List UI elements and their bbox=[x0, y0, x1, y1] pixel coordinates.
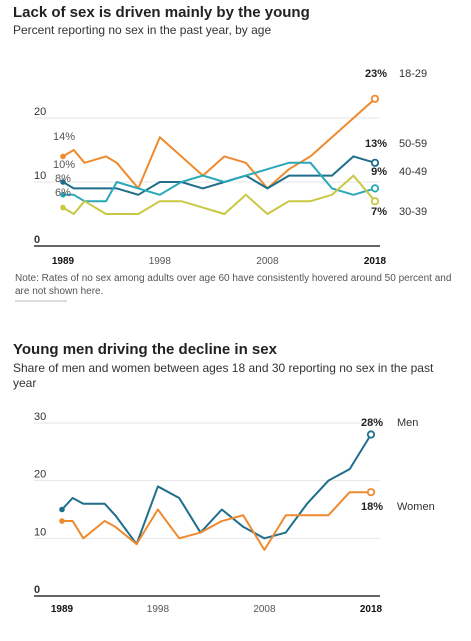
c1-legend-18-29: 18-29 bbox=[399, 68, 427, 80]
c2-ytick-10: 10 bbox=[34, 526, 46, 538]
c2-end-point-men bbox=[366, 430, 376, 439]
c1-xtick-2018: 2018 bbox=[364, 256, 387, 267]
c2-xtick-2008: 2008 bbox=[253, 604, 276, 615]
c1-ytick-10: 10 bbox=[34, 170, 46, 182]
chart2-plot: 0 10 20 30 1989 1998 2008 2018 28% Men 18% Women bbox=[34, 411, 435, 615]
c1-end-label-40-49: 9% bbox=[371, 166, 387, 178]
c1-end-point-18-29 bbox=[370, 94, 380, 103]
chart2-title: Young men driving the decline in sex bbox=[13, 341, 277, 358]
c2-xtick-1998: 1998 bbox=[147, 604, 170, 615]
c2-series-women bbox=[62, 491, 371, 551]
c2-end-point-women bbox=[366, 488, 376, 497]
c1-end-point-50-59 bbox=[370, 158, 380, 167]
c1-series-50-59 bbox=[62, 155, 376, 196]
chart2-subtitle: Share of men and women between ages 18 a… bbox=[13, 361, 434, 390]
c1-start-label-50-59: 8% bbox=[55, 173, 71, 185]
c1-end-point-30-39 bbox=[370, 197, 380, 206]
c2-end-label-women: 18% bbox=[361, 501, 383, 513]
c1-end-label-50-59: 13% bbox=[365, 138, 387, 150]
c1-start-point-40-49 bbox=[60, 192, 66, 198]
c1-ytick-0: 0 bbox=[34, 234, 40, 246]
c1-start-label-30-39: 6% bbox=[55, 187, 71, 199]
chart1-title: Lack of sex is driven mainly by the youn… bbox=[13, 4, 310, 21]
c1-start-label-18-29: 14% bbox=[53, 131, 75, 143]
chart1-plot: 0 10 20 1989 1998 2008 2018 14% 10% 8% 6% 23% 18-29 1… bbox=[34, 68, 427, 267]
c1-xtick-1989: 1989 bbox=[52, 256, 75, 267]
c2-ytick-0: 0 bbox=[34, 584, 40, 596]
c2-end-label-men: 28% bbox=[361, 417, 383, 429]
c2-legend-men: Men bbox=[397, 417, 418, 429]
c2-legend-women: Women bbox=[397, 501, 435, 513]
c1-legend-30-39: 30-39 bbox=[399, 206, 427, 218]
c2-start-point-women bbox=[59, 518, 65, 524]
c1-legend-40-49: 40-49 bbox=[399, 166, 427, 178]
c2-start-point-men bbox=[59, 506, 65, 513]
c2-xtick-1989: 1989 bbox=[51, 604, 74, 615]
c2-series-men bbox=[61, 434, 372, 546]
c1-end-label-30-39: 7% bbox=[371, 206, 387, 218]
chart1-note: Note: Rates of no sex among adults over … bbox=[15, 273, 452, 297]
c1-series-30-39 bbox=[62, 174, 376, 215]
note-divider bbox=[15, 300, 67, 302]
c1-start-label-40-49: 10% bbox=[53, 159, 75, 171]
c2-ytick-20: 20 bbox=[34, 469, 46, 481]
c2-xtick-2018: 2018 bbox=[360, 604, 383, 615]
c1-end-label-18-29: 23% bbox=[365, 68, 387, 80]
c1-start-point-30-39 bbox=[60, 204, 66, 211]
c1-series-40-49 bbox=[63, 161, 376, 203]
c1-xtick-1998: 1998 bbox=[149, 256, 172, 267]
c2-ytick-30: 30 bbox=[34, 411, 46, 423]
c1-ytick-20: 20 bbox=[34, 106, 46, 118]
c1-start-point-50-59 bbox=[60, 179, 66, 185]
chart1-subtitle: Percent reporting no sex in the past yea… bbox=[13, 23, 272, 37]
c1-xtick-2008: 2008 bbox=[256, 256, 279, 267]
c1-end-point-40-49 bbox=[370, 184, 380, 193]
c1-start-point-18-29 bbox=[60, 153, 66, 160]
c1-legend-50-59: 50-59 bbox=[399, 138, 427, 150]
